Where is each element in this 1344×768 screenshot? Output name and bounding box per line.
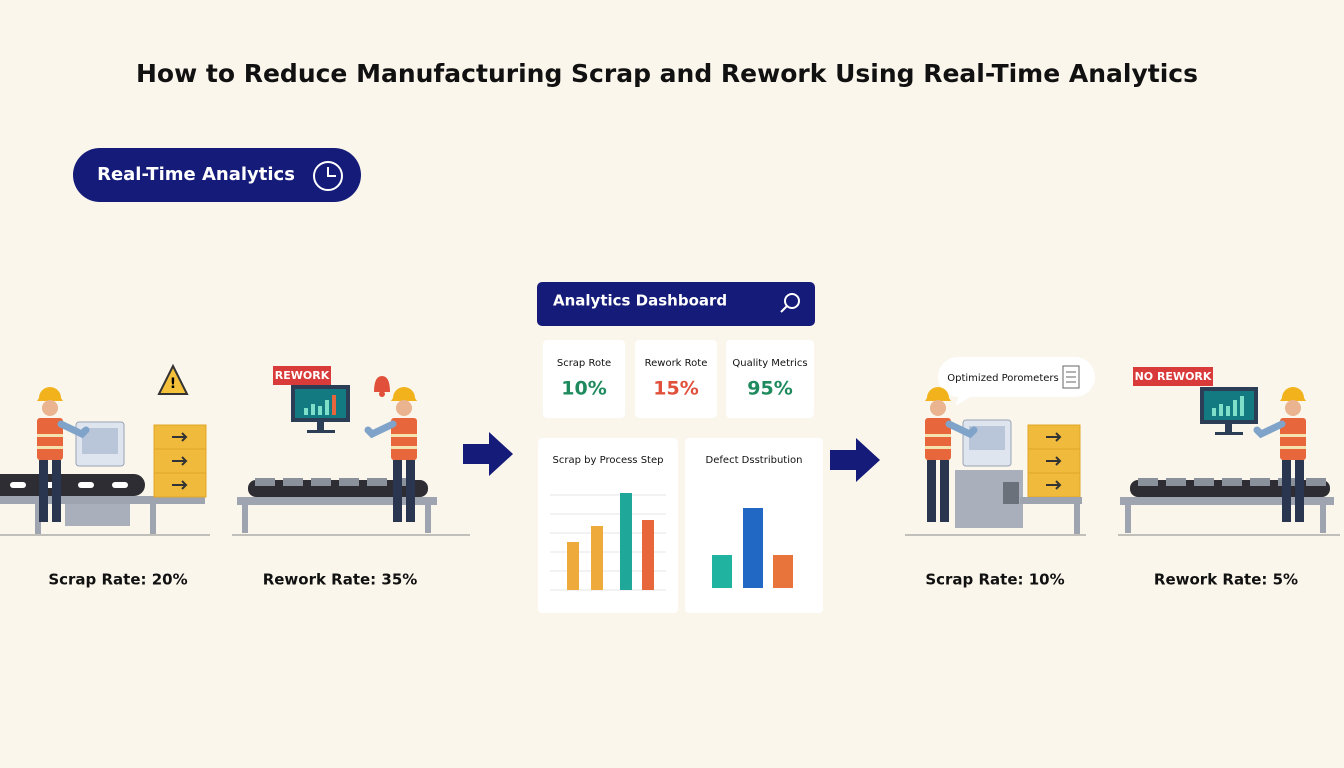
flow-arrow (830, 438, 880, 482)
metric-card (635, 340, 717, 418)
bar (642, 520, 654, 590)
rework-tag: REWORK (275, 369, 330, 382)
scene-rework-before: REWORK (232, 366, 470, 536)
chart-title: Defect Dsstribution (706, 455, 803, 466)
chart-title: Scrap by Process Step (553, 455, 664, 466)
metric-value: 15% (653, 378, 698, 400)
bar (591, 526, 603, 590)
title: How to Reduce Manufacturing Scrap and Re… (136, 59, 1198, 88)
scene-scrap-after: Optimized Porometers (905, 357, 1095, 536)
metric-label: Scrap Rote (557, 358, 611, 369)
bar (773, 555, 793, 588)
scene-scrap-before: ! (0, 363, 210, 536)
bar (567, 542, 579, 590)
metric-value: 95% (747, 378, 792, 400)
scrap-label: Scrap Rate: 10% (925, 571, 1064, 589)
bar (620, 493, 632, 590)
dashboard-title: Analytics Dashboard (553, 292, 727, 310)
badge (73, 148, 361, 202)
metric-card (543, 340, 625, 418)
metric-card (726, 340, 814, 418)
rework-label: Rework Rate: 5% (1154, 571, 1298, 589)
scene-rework-after: NO REWORK (1118, 367, 1340, 536)
scrap-label: Scrap Rate: 20% (48, 571, 187, 589)
metric-label: Quality Metrics (732, 358, 807, 369)
svg-text:!: ! (170, 376, 176, 392)
no-rework-tag: NO REWORK (1135, 370, 1212, 383)
dashboard-header (537, 282, 815, 326)
bubble-label: Optimized Porometers (947, 373, 1058, 384)
metric-value: 10% (561, 378, 606, 400)
search-icon (780, 293, 800, 313)
bar (712, 555, 732, 588)
bar (743, 508, 763, 588)
rework-label: Rework Rate: 35% (263, 571, 418, 589)
metric-label: Rework Rote (645, 358, 708, 369)
clock-icon (313, 161, 343, 191)
flow-arrow (463, 432, 513, 476)
badge-label: Real-Time Analytics (97, 164, 295, 185)
